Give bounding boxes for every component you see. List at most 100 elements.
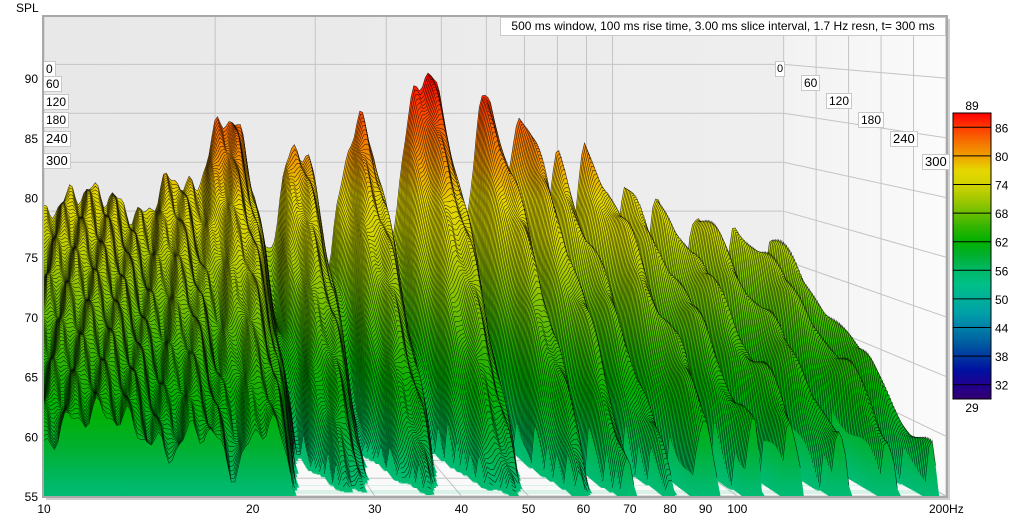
waterfall-slice-outline — [44, 317, 295, 457]
waterfall-slice-outline — [571, 456, 590, 491]
waterfall-slice-outline — [44, 348, 293, 463]
waterfall-slice-outline — [561, 425, 583, 476]
waterfall-slice-outline — [574, 470, 586, 490]
waterfall-slice-outline — [389, 389, 433, 461]
waterfall-slice-outline — [488, 462, 520, 484]
x-tick-label: 20 — [246, 502, 260, 516]
waterfall-slice-outline — [606, 430, 628, 469]
waterfall-slice-outline — [44, 275, 295, 450]
waterfall-slice-outline — [44, 289, 292, 435]
waterfall-slice-outline — [331, 440, 363, 481]
colorbar-tick-label: 74 — [995, 179, 1009, 193]
time-label-left-60: 60 — [44, 76, 63, 92]
waterfall-slice-outline — [330, 429, 365, 474]
waterfall-slice-outline — [383, 368, 430, 458]
waterfall-slice-outline — [44, 332, 295, 470]
waterfall-slice-outline — [44, 392, 293, 484]
waterfall-slice-outline — [44, 264, 429, 452]
waterfall-slice-outline — [663, 474, 671, 487]
waterfall-slice-outline — [598, 408, 623, 464]
y-tick-label: 65 — [25, 371, 39, 385]
waterfall-slice-outline — [44, 325, 293, 453]
waterfall-slice-outline — [879, 441, 898, 489]
waterfall-slice-outline — [489, 482, 493, 486]
waterfall-slice-outline — [385, 380, 432, 466]
waterfall-slice-outline — [475, 423, 516, 478]
waterfall-slice-outline — [466, 381, 517, 471]
x-tick-label: 50 — [522, 502, 536, 516]
waterfall-slice-outline — [44, 383, 295, 484]
waterfall-slice-outline — [44, 366, 296, 480]
waterfall-slice-outline — [314, 384, 362, 469]
waterfall-slice-outline — [313, 376, 361, 461]
waterfall-slice-outline — [337, 465, 363, 487]
waterfall-slice-outline — [413, 443, 434, 471]
x-tick-label: 80 — [663, 502, 677, 516]
waterfall-slice-outline — [457, 353, 514, 462]
time-label-right-240: 240 — [890, 131, 918, 147]
y-tick-label: 80 — [25, 192, 39, 206]
waterfall-slice-outline — [44, 322, 296, 464]
waterfall-slice-outline — [44, 273, 358, 456]
waterfall-slice-outline — [44, 396, 291, 483]
waterfall-slice-outline — [383, 372, 431, 461]
waterfall-slice-outline — [318, 388, 363, 467]
colorbar-max-label: 89 — [965, 99, 979, 113]
waterfall-slice-outline — [44, 327, 294, 459]
waterfall-slice-outline — [600, 418, 625, 473]
waterfall-slice-outline — [44, 362, 295, 475]
waterfall-slice-outline — [359, 483, 364, 486]
waterfall-slice-outline — [512, 489, 516, 492]
waterfall-slice-outline — [44, 353, 294, 466]
waterfall-slice-outline — [328, 416, 366, 472]
waterfall-slice-outline — [463, 368, 514, 454]
waterfall-slice-outline — [510, 480, 515, 485]
waterfall-slice-outline — [401, 434, 432, 474]
waterfall-slice-outline — [459, 365, 513, 466]
waterfall-slice-outline — [602, 426, 627, 482]
waterfall-slice-outline — [44, 375, 294, 474]
waterfall-slice-outline — [44, 272, 358, 453]
colorbar — [952, 112, 992, 400]
waterfall-slice-outline — [480, 441, 516, 465]
colorbar-tick-label: 62 — [995, 236, 1009, 250]
waterfall-slice-outline — [458, 362, 513, 458]
waterfall-slice-outline — [562, 431, 584, 480]
waterfall-slice-outline — [465, 376, 516, 465]
waterfall-slice-outline — [329, 426, 364, 470]
waterfall-slice-outline — [560, 418, 582, 472]
waterfall-slice-outline — [413, 445, 435, 477]
colorbar-tick-label: 50 — [995, 293, 1009, 307]
waterfall-slice-outline — [421, 469, 430, 484]
waterfall-slice-outline — [408, 441, 434, 479]
y-tick-label: 70 — [25, 311, 39, 325]
waterfall-slice-outline — [483, 456, 518, 478]
time-label-left-300: 300 — [44, 153, 71, 169]
waterfall-slice-outline — [401, 439, 433, 478]
waterfall-slice-outline — [480, 435, 518, 480]
waterfall-slice-outline — [44, 393, 294, 490]
waterfall-slice-outline — [328, 421, 366, 475]
waterfall-slice-outline — [563, 438, 585, 484]
time-label-right-120: 120 — [826, 93, 853, 109]
waterfall-slice-outline — [44, 358, 294, 469]
colorbar-min-label: 29 — [965, 401, 979, 415]
waterfall-slice-outline — [744, 417, 759, 469]
waterfall-slice-outline — [44, 364, 295, 477]
waterfall-slice-outline — [44, 329, 294, 465]
waterfall-slice-outline — [924, 439, 936, 482]
waterfall-slice-outline — [336, 450, 361, 475]
waterfall-slice-outline — [458, 359, 512, 452]
waterfall-slice-outline — [44, 368, 296, 482]
x-tick-label: 200Hz — [929, 502, 964, 516]
waterfall-slice-outline — [511, 484, 516, 488]
waterfall-slice-outline — [44, 323, 296, 468]
waterfall-slice-outline — [324, 410, 365, 474]
colorbar-tick-label: 44 — [995, 322, 1009, 336]
waterfall-slice-outline — [394, 411, 432, 465]
waterfall-slice-outline — [422, 475, 430, 488]
waterfall-slice-outline — [505, 473, 517, 488]
waterfall-slice-outline — [44, 274, 295, 445]
waterfall-slice-outline — [426, 480, 431, 484]
waterfall-slice-outline — [421, 465, 433, 487]
